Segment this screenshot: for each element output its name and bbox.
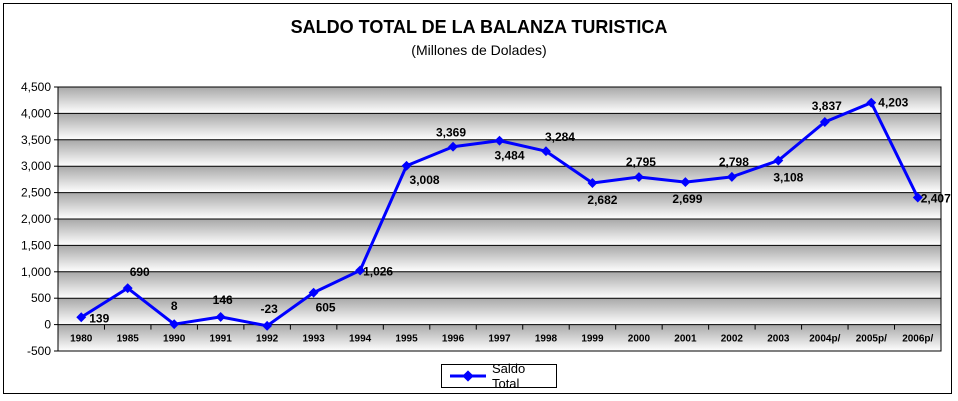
x-tick-label: 2002 <box>721 334 744 345</box>
data-point <box>308 287 319 298</box>
data-point <box>726 171 737 182</box>
y-tick-label: -500 <box>27 344 51 358</box>
x-tick-label: 1992 <box>256 334 279 345</box>
data-label: 605 <box>316 301 336 315</box>
y-tick-label: 500 <box>31 291 51 305</box>
plot-band <box>58 271 941 299</box>
x-tick-label: 1999 <box>581 334 604 345</box>
x-tick-label: 2005p/ <box>856 334 887 345</box>
y-tick-label: 2,500 <box>21 186 51 200</box>
data-label: 3,108 <box>773 170 803 184</box>
y-tick-label: 3,500 <box>21 133 51 147</box>
x-tick-label: 1994 <box>349 334 372 345</box>
data-label: 3,284 <box>545 130 575 144</box>
data-label: 2,795 <box>626 155 656 169</box>
data-label: 139 <box>89 311 109 325</box>
data-label: 3,008 <box>410 173 440 187</box>
data-point <box>633 172 644 182</box>
x-tick-label: 2000 <box>628 334 651 345</box>
y-tick-label: 0 <box>44 318 51 332</box>
data-label: 8 <box>171 299 178 313</box>
plot-band <box>58 113 941 140</box>
data-point <box>215 311 226 322</box>
x-tick-label: 2006p/ <box>902 334 933 345</box>
x-tick-label: 2003 <box>767 334 790 345</box>
y-tick-label: 4,000 <box>21 106 51 120</box>
data-point <box>541 146 551 157</box>
data-point <box>773 155 784 166</box>
y-tick-label: 1,000 <box>21 265 51 279</box>
x-tick-label: 1990 <box>163 334 186 345</box>
plot-band <box>58 324 941 351</box>
data-label: 146 <box>213 293 233 307</box>
x-tick-label: 1997 <box>488 334 511 345</box>
x-tick-label: 2004p/ <box>809 334 840 345</box>
x-tick-label: 1985 <box>117 334 140 345</box>
x-tick-label: 1991 <box>210 334 233 345</box>
data-label: 3,484 <box>494 149 524 163</box>
data-point <box>866 97 877 108</box>
x-tick-label: 1980 <box>70 334 93 345</box>
legend-swatch <box>450 370 486 382</box>
data-label: 2,682 <box>587 193 617 207</box>
y-tick-label: 3,000 <box>21 159 51 173</box>
data-label: 3,837 <box>812 99 842 113</box>
data-point <box>819 117 830 127</box>
data-point <box>494 135 505 146</box>
plot-band <box>58 219 941 246</box>
data-label: 2,407 <box>921 192 951 206</box>
plot-band <box>58 192 941 219</box>
y-tick-label: 1,500 <box>21 238 51 252</box>
x-tick-label: 2001 <box>674 334 697 345</box>
x-tick-label: 1993 <box>302 334 325 345</box>
y-tick-label: 4,500 <box>21 80 51 94</box>
data-label: 2,798 <box>719 155 749 169</box>
data-point <box>401 160 412 171</box>
data-label: 690 <box>130 265 150 279</box>
chart-title: SALDO TOTAL DE LA BALANZA TURISTICA <box>290 17 668 37</box>
legend-label: Saldo Total <box>491 361 526 391</box>
chart-subtitle: (Millones de Dolades) <box>411 42 547 58</box>
plot-band <box>58 166 941 193</box>
data-label: 2,699 <box>672 192 702 206</box>
plot-band <box>58 245 941 272</box>
plot-band <box>58 87 941 114</box>
y-tick-label: 2,000 <box>21 212 51 226</box>
data-point <box>680 177 691 188</box>
data-point <box>448 141 458 152</box>
plot-area <box>57 86 942 352</box>
data-label: 4,203 <box>878 96 908 110</box>
data-label: -23 <box>260 302 278 316</box>
data-point <box>355 265 366 276</box>
x-tick-label: 1995 <box>395 334 418 345</box>
data-point <box>169 319 180 330</box>
legend: Saldo Total <box>441 361 557 391</box>
data-point <box>262 320 273 331</box>
data-point <box>912 192 923 203</box>
data-label: 1,026 <box>363 264 393 278</box>
x-tick-label: 1998 <box>535 334 558 345</box>
data-point <box>587 178 598 188</box>
data-label: 3,369 <box>436 126 466 140</box>
x-tick-label: 1996 <box>442 334 465 345</box>
